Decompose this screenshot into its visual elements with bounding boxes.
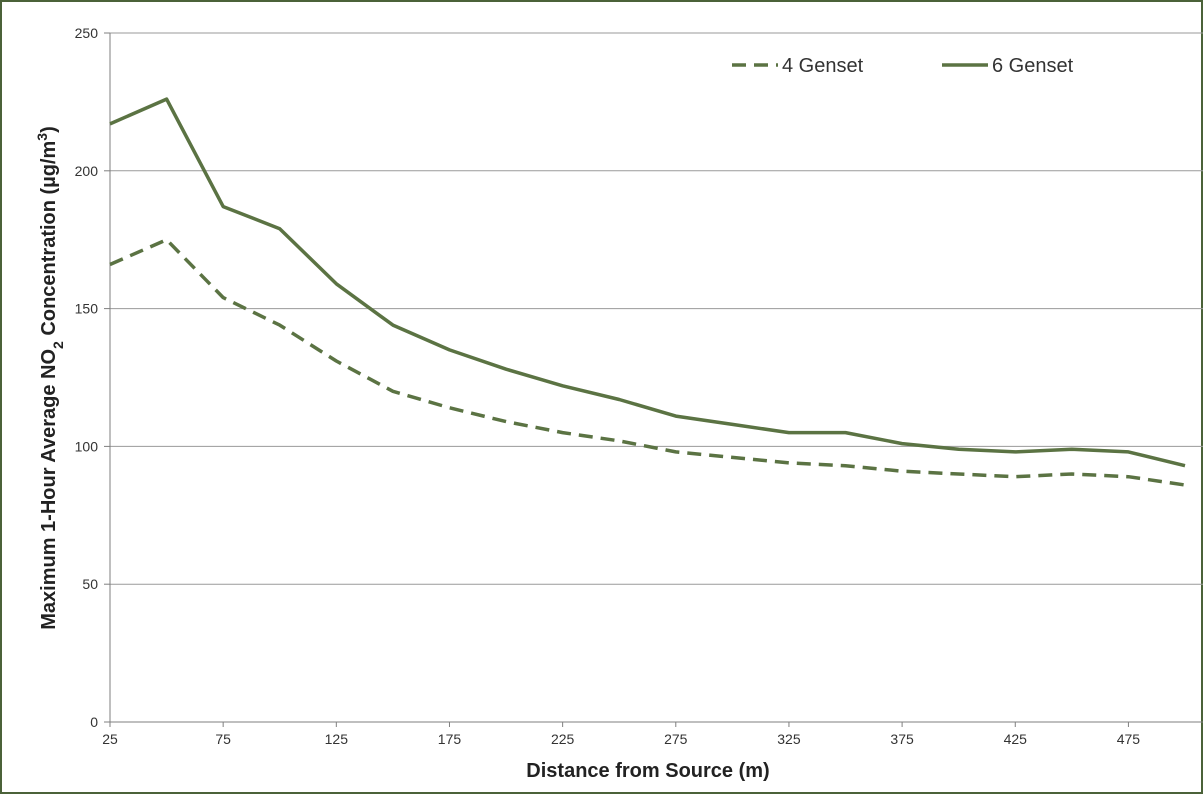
y-tick-label-0: 0 (90, 714, 98, 730)
x-tick-label-25: 25 (102, 731, 118, 747)
series-line-4-genset (109, 237, 1186, 487)
x-tick-label-125: 125 (325, 731, 349, 747)
x-tick-label-425: 425 (1004, 731, 1028, 747)
x-axis-title: Distance from Source (m) (526, 760, 769, 782)
x-tick-label-175: 175 (438, 731, 462, 747)
y-tick-label-150: 150 (75, 301, 99, 317)
y-axis-title-subscript: 2 (50, 341, 66, 349)
x-tick-label-275: 275 (664, 731, 688, 747)
x-tick-label-75: 75 (215, 731, 231, 747)
y-axis-title-superscript: 3 (34, 133, 50, 141)
legend-label-6-genset: 6 Genset (992, 55, 1074, 77)
legend: 4 Genset 6 Genset (732, 55, 1074, 77)
y-tick-label-100: 100 (75, 438, 99, 454)
x-tick-label-475: 475 (1117, 731, 1141, 747)
axes: 0 50 100 150 200 250 25 75 125 175 225 275 325 375 425… (75, 25, 1141, 747)
gridlines (110, 32, 1203, 723)
y-axis-title: Maximum 1-Hour Average NO2 Concentration… (34, 126, 66, 630)
y-tick-label-200: 200 (75, 163, 99, 179)
legend-label-4-genset: 4 Genset (782, 55, 864, 77)
y-axis-title-middle: Concentration (µg/m (38, 141, 60, 341)
y-tick-label-50: 50 (82, 576, 98, 592)
y-axis-title-end: ) (38, 126, 60, 133)
x-tick-label-325: 325 (777, 731, 801, 747)
series-lines (109, 97, 1186, 487)
x-tick-label-225: 225 (551, 731, 575, 747)
x-tick-label-375: 375 (890, 731, 914, 747)
y-axis-title-main: Maximum 1-Hour Average NO (38, 349, 60, 630)
y-tick-label-250: 250 (75, 25, 99, 41)
series-line-6-genset (109, 97, 1186, 468)
